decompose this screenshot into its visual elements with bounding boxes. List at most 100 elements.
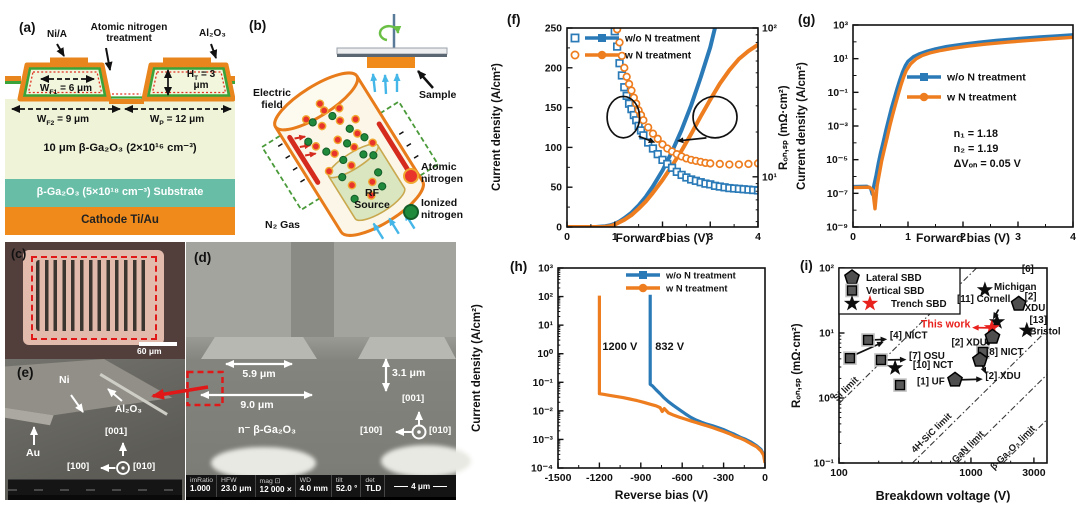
svg-text:Vertical SBD: Vertical SBD bbox=[866, 286, 924, 297]
atomic-nitrogen-legend-label: Atomic nitrogen bbox=[421, 161, 463, 185]
device-cross-section-drawing bbox=[5, 43, 235, 235]
svg-text:10⁻³: 10⁻³ bbox=[533, 435, 554, 446]
al2o3-label: Al₂O₃ bbox=[115, 404, 142, 415]
n2-gas-label: N₂ Gas bbox=[265, 219, 301, 231]
treatment-leader-arrow bbox=[104, 47, 113, 71]
svg-text:w/o N treatment: w/o N treatment bbox=[665, 271, 736, 281]
ionized-nitrogen-legend-dot bbox=[403, 204, 419, 220]
dim-5-9-label: 5.9 μm bbox=[242, 368, 276, 380]
wp-label: WP = 12 μm bbox=[149, 114, 205, 127]
sample-block bbox=[367, 57, 415, 68]
series-semilog-jv-wo bbox=[853, 33, 1073, 196]
scalebar-line bbox=[139, 342, 177, 346]
substrate-label: β-Ga₂O₃ (5×10¹⁸ cm⁻³) Substrate bbox=[36, 186, 204, 198]
svg-text:w N treatment: w N treatment bbox=[946, 92, 1017, 104]
svg-text:10⁻²: 10⁻² bbox=[533, 406, 554, 417]
svg-text:100: 100 bbox=[830, 467, 848, 479]
sem-col-wd: WD 4.0 mm bbox=[294, 475, 331, 497]
sem-scalebar: 4 μm bbox=[384, 475, 456, 497]
svg-text:[11] Cornell: [11] Cornell bbox=[957, 294, 1011, 305]
svg-text:10¹: 10¹ bbox=[538, 320, 553, 332]
sample-label: Sample bbox=[419, 89, 457, 101]
al2o3-label: Al₂O₃ bbox=[199, 28, 226, 39]
axis-100-label: [100] bbox=[360, 425, 383, 436]
series-semilog-jv-w bbox=[853, 35, 1073, 211]
svg-text:150: 150 bbox=[545, 103, 562, 114]
svg-text:10⁰: 10⁰ bbox=[537, 349, 553, 360]
ionized-nitrogen-dots bbox=[304, 111, 387, 203]
trench-fingers bbox=[36, 260, 149, 331]
al2o3-leader-arrow bbox=[209, 43, 218, 59]
i-y-axis-label: Rₒₙ,ₛₚ (mΩ·cm²) bbox=[791, 323, 803, 408]
cathode-label: Cathode Ti/Au bbox=[81, 214, 159, 226]
ionized-nitrogen-legend-label: Ionized nitrogen bbox=[421, 197, 463, 221]
svg-text:10⁻⁴: 10⁻⁴ bbox=[531, 464, 553, 475]
axis-010-symbol bbox=[116, 461, 130, 475]
svg-text:w N treatment: w N treatment bbox=[624, 51, 692, 62]
ni-leader-arrow bbox=[56, 43, 65, 57]
sem-col-det: det TLD bbox=[360, 475, 384, 497]
svg-text:w/o N treatment: w/o N treatment bbox=[624, 34, 701, 45]
panel-h-tag: (h) bbox=[510, 259, 528, 274]
sem-col-hfw: HFW 23.0 μm bbox=[216, 475, 255, 497]
bottom-highlight-left bbox=[211, 447, 316, 479]
g-x-axis-label: Forward bias (V) bbox=[915, 231, 1010, 245]
rf-source-label: RF Source bbox=[354, 187, 390, 211]
axis-001-label: [001] bbox=[105, 426, 128, 437]
fin-column-right bbox=[334, 242, 456, 337]
svg-text:1: 1 bbox=[905, 231, 911, 243]
material-label: n⁻ β-Ga₂O₃ bbox=[237, 424, 297, 436]
trench-gap bbox=[291, 242, 334, 337]
f-y-axis-label: Current density (A/cm²) bbox=[491, 63, 503, 192]
chart-g-canvas: 0 1 2 3 4 10³ 10¹ 10⁻¹ 10⁻³ 10⁻⁵ 10⁻⁷ 10⁻⁹ n₁ = 1.18… bbox=[826, 21, 1076, 244]
svg-text:10¹: 10¹ bbox=[819, 328, 834, 340]
svg-text:10³: 10³ bbox=[833, 21, 848, 32]
svg-text:0: 0 bbox=[556, 223, 562, 234]
svg-text:Si limit: Si limit bbox=[832, 375, 861, 404]
svg-text:-1500: -1500 bbox=[545, 472, 572, 484]
rotation-arrow bbox=[378, 24, 402, 42]
panel-a-tag: (a) bbox=[19, 20, 36, 35]
panel-f-forward-jv-chart: 0 1 2 3 4 0 50 100 150 200 250 10² 10¹ w/o N treatmen… bbox=[455, 0, 795, 252]
chart-f-canvas: 0 1 2 3 4 0 50 100 150 200 250 10² 10¹ w/o N treatmen… bbox=[545, 24, 778, 244]
panel-g-tag: (g) bbox=[798, 12, 816, 27]
plasma-cylinder bbox=[260, 71, 440, 240]
svg-text:[13]Bristol: [13] Bristol bbox=[1030, 315, 1061, 338]
panel-d-sem-cross-section: (d) 5.9 μm 9.0 μm 3.1 μm n⁻ β-Ga₂O₃ [001… bbox=[186, 242, 471, 500]
fin-column-left bbox=[186, 242, 291, 337]
ni-label: Ni bbox=[59, 374, 70, 386]
dim-3-1-label: 3.1 μm bbox=[392, 367, 426, 379]
svg-text:200: 200 bbox=[545, 63, 562, 74]
svg-text:Trench SBD: Trench SBD bbox=[891, 299, 947, 310]
ht-label: HT = 3 μm bbox=[186, 69, 216, 92]
zoom-region-outline bbox=[186, 370, 224, 407]
h-x-axis-label: Reverse bias (V) bbox=[614, 488, 709, 502]
svg-text:1000: 1000 bbox=[959, 467, 983, 479]
axis-100-label: [100] bbox=[67, 461, 90, 472]
wf2-label: WF2 = 9 μm bbox=[36, 114, 90, 127]
sem-info-bar-small bbox=[8, 479, 182, 496]
au-label: Au bbox=[26, 447, 40, 459]
svg-text:GaN limit: GaN limit bbox=[950, 429, 986, 465]
panel-e-annotations bbox=[30, 388, 130, 475]
sample-leader-arrow bbox=[417, 70, 434, 89]
svg-text:4H-SiC limit: 4H-SiC limit bbox=[909, 411, 953, 455]
svg-text:3000: 3000 bbox=[1022, 467, 1046, 479]
rf-source-inner-cylinder bbox=[327, 144, 406, 222]
sem-bar-base bbox=[8, 495, 182, 500]
svg-text:10⁰: 10⁰ bbox=[818, 394, 834, 405]
svg-text:w/o N treatment: w/o N treatment bbox=[946, 72, 1026, 84]
svg-text:10⁻¹: 10⁻¹ bbox=[533, 377, 554, 389]
panel-i-tag: (i) bbox=[800, 258, 813, 273]
svg-text:832 V: 832 V bbox=[655, 341, 684, 353]
panel-h-reverse-breakdown-chart: -1500 -1200 -900 -600 -300 0 10³ 10² 10¹ 10⁰ 10⁻¹ 1… bbox=[455, 255, 777, 512]
panel-c-tag: (c) bbox=[11, 247, 27, 261]
mesa-right bbox=[358, 337, 456, 359]
svg-text:4: 4 bbox=[755, 231, 761, 243]
svg-text:10³: 10³ bbox=[538, 264, 553, 275]
panel-f-tag: (f) bbox=[507, 12, 521, 27]
svg-text:-300: -300 bbox=[713, 472, 734, 484]
svg-text:[1] UF: [1] UF bbox=[917, 376, 945, 387]
epi-layer-label: 10 μm β-Ga₂O₃ (2×10¹⁶ cm⁻³) bbox=[43, 142, 197, 154]
